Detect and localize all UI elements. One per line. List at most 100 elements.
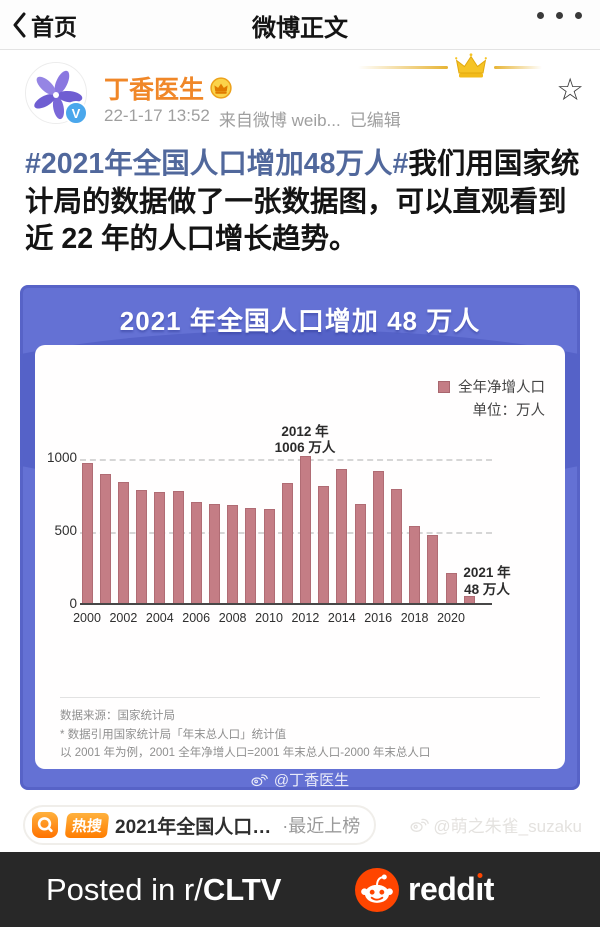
bar-2009 — [245, 508, 257, 603]
footnote-source: 数据来源：国家统计局 — [60, 710, 175, 722]
nav-bar: 首页 微博正文 — [0, 0, 600, 50]
x-tick-2014: 2014 — [327, 611, 356, 625]
annotation-2021-line2: 48 万人 — [464, 582, 510, 597]
annotation-2012-line1: 2012 年 — [281, 424, 329, 439]
annotation-2021-line1: 2021 年 — [463, 565, 511, 580]
timestamp: 22-1-17 13:52 — [104, 106, 210, 125]
post-body: 我们用国家统计局的数据做了一张数据图，可以直观看到近 22 年的人口增长趋势。 — [25, 148, 580, 255]
chart-card: 全年净增人口 单位：万人 2012 年 1006 万人 2021 年 48 万人… — [35, 345, 565, 769]
bar-2008 — [227, 504, 239, 603]
footnote-method: * 数据引用国家统计局「年末总人口」统计值 — [60, 728, 287, 741]
x-tick-2018: 2018 — [400, 611, 429, 625]
gold-line — [358, 65, 448, 69]
avatar[interactable] — [25, 62, 87, 124]
back-button[interactable]: 首页 — [12, 8, 77, 42]
annotation-2012: 2012 年 1006 万人 — [245, 424, 365, 456]
crown-icon — [455, 53, 487, 78]
y-tick-0: 0 — [69, 596, 77, 611]
hot-search-suffix: ·最近上榜 — [282, 816, 361, 836]
chart-watermark: @丁香医生 — [20, 769, 580, 790]
plot-area — [80, 456, 492, 605]
bar-2003 — [136, 490, 148, 603]
bar-2010 — [263, 509, 275, 603]
chart-footnotes: 数据来源：国家统计局 * 数据引用国家统计局「年末总人口」统计值 以 2001 … — [60, 707, 430, 763]
more-dot — [537, 12, 544, 19]
gold-line — [494, 65, 542, 69]
annotation-2012-line2: 1006 万人 — [274, 440, 336, 455]
post-source[interactable]: 来自微博 weib... — [218, 111, 341, 130]
vip-member-badge-icon — [210, 77, 232, 99]
x-axis: 2000 2002 2004 2006 2008 2010 2012 2014 2016 2018… — [35, 611, 565, 631]
page-title: 微博正文 — [252, 15, 348, 42]
bar-2005 — [172, 490, 184, 603]
bar-2013 — [318, 485, 330, 603]
bar-2014 — [336, 468, 348, 603]
bar-2020 — [445, 573, 457, 603]
hashtag-link[interactable]: #2021年全国人口增加48万人# — [25, 148, 409, 180]
hot-search-icon — [32, 812, 58, 838]
x-tick-2008: 2008 — [218, 611, 247, 625]
x-tick-2000: 2000 — [73, 611, 101, 625]
hot-search-tag: 热搜 — [64, 812, 110, 838]
crown-decoration — [358, 52, 564, 82]
footnote-example: 以 2001 年为例，2001 全年净增人口=2001 年末总人口-2000 年… — [60, 747, 431, 759]
y-tick-1000: 1000 — [46, 450, 77, 465]
hot-search-pill[interactable]: 热搜 2021年全国人口… ·最近上榜 — [23, 805, 377, 845]
verified-letter: V — [71, 105, 81, 121]
reddit-banner: Posted in r/CLTV redd ı t — [0, 852, 600, 927]
bar-2015 — [354, 503, 366, 603]
subreddit-link[interactable]: CLTV — [202, 871, 282, 907]
back-chevron-icon — [13, 12, 26, 38]
chart-footer-divider — [60, 697, 540, 698]
annotation-2021: 2021 年 48 万人 — [447, 564, 527, 598]
bar-2000 — [81, 463, 93, 603]
author-row[interactable]: 丁香医生 — [104, 70, 232, 106]
weibo-logo-icon — [251, 774, 268, 787]
reddit-snoo-icon — [355, 867, 399, 912]
x-tick-2002: 2002 — [109, 611, 138, 625]
bar-2001 — [99, 473, 111, 603]
x-tick-2020: 2020 — [437, 611, 465, 625]
verified-badge: V — [64, 101, 88, 125]
bar-2007 — [208, 503, 220, 603]
back-label: 首页 — [31, 14, 77, 40]
bar-2016 — [372, 470, 384, 603]
bar-2017 — [390, 489, 402, 603]
author-name: 丁香医生 — [104, 76, 205, 104]
bar-2018 — [409, 525, 421, 603]
photo-watermark: @萌之朱雀_suzaku — [410, 812, 582, 837]
bar-2012 — [299, 456, 311, 603]
hot-search-text: 2021年全国人口… — [115, 816, 272, 838]
more-dot — [575, 12, 582, 19]
edited-flag: 已编辑 — [349, 111, 401, 130]
reddit-i-orange-dot: ı — [475, 871, 484, 907]
x-tick-2010: 2010 — [255, 611, 283, 625]
favorite-star-icon[interactable]: ☆ — [556, 72, 584, 107]
chart-watermark-handle: @丁香医生 — [273, 772, 350, 789]
legend-swatch — [438, 380, 450, 393]
photo-watermark-handle: @萌之朱雀_suzaku — [433, 817, 582, 836]
bar-2004 — [154, 491, 166, 603]
more-menu-button[interactable] — [537, 12, 582, 19]
posted-in-text: Posted in r/CLTV — [46, 872, 281, 908]
post-meta: 22-1-17 13:52 来自微博 weib... 已编辑 — [104, 106, 401, 131]
reddit-wordmark: redd ı t — [408, 871, 494, 907]
chart-legend: 全年净增人口 — [438, 376, 545, 397]
y-tick-500: 500 — [54, 523, 77, 538]
bar-2021 — [463, 596, 475, 603]
hot-search-row[interactable]: 热搜 2021年全国人口… ·最近上榜 — [23, 805, 377, 845]
x-tick-2016: 2016 — [364, 611, 393, 625]
chart-image[interactable]: 2021 年全国人口增加 48 万人 全年净增人口 单位：万人 2012 年 1… — [20, 285, 580, 790]
x-tick-2006: 2006 — [182, 611, 211, 625]
bar-2011 — [281, 482, 293, 603]
bar-2002 — [117, 482, 129, 603]
posted-in-prefix: Posted in r/ — [46, 871, 203, 907]
bar-2019 — [427, 534, 439, 603]
reddit-brand: redd ı t — [355, 867, 494, 912]
legend-label: 全年净增人口 — [458, 380, 545, 396]
gridline-1000 — [80, 459, 492, 461]
post-text: #2021年全国人口增加48万人#我们用国家统计局的数据做了一张数据图，可以直观… — [25, 146, 581, 259]
more-dot — [556, 12, 563, 19]
chart-title: 2021 年全国人口增加 48 万人 — [119, 306, 481, 336]
